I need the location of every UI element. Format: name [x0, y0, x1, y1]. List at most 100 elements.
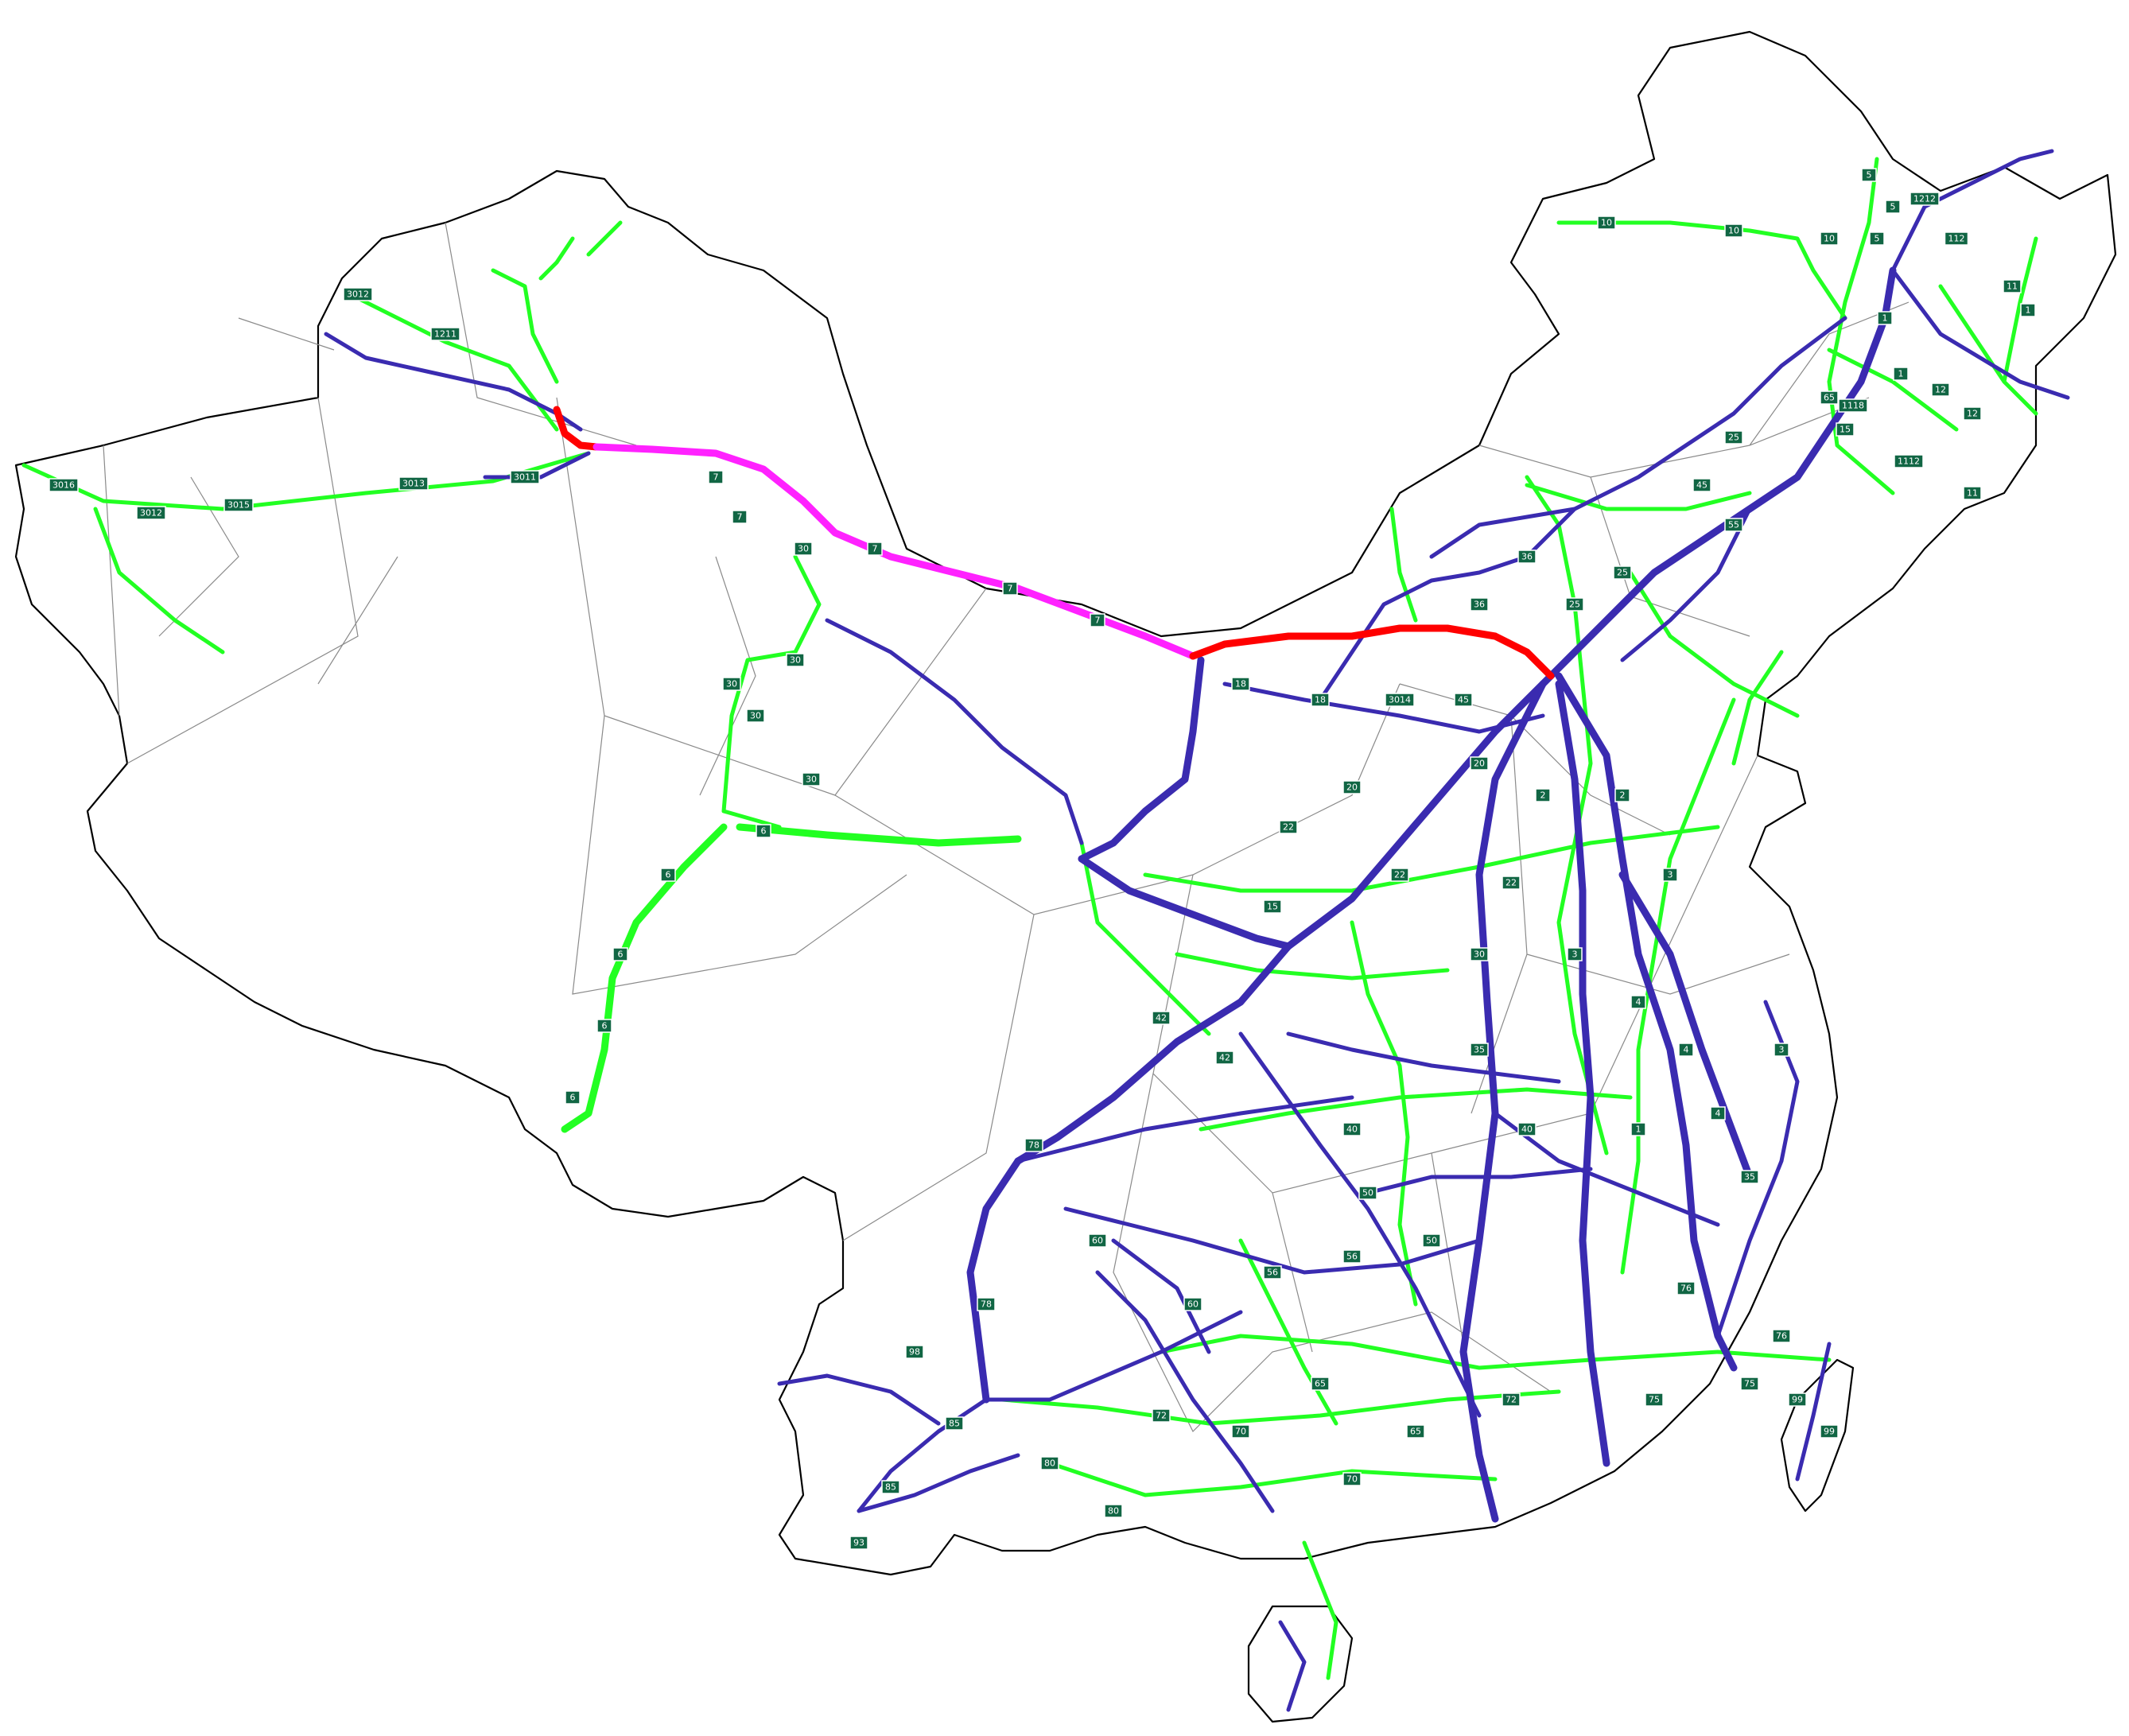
route-shield: 20: [1470, 756, 1489, 771]
route-shield-box: [802, 772, 821, 786]
route-shield-box: [1885, 200, 1901, 214]
route-shield-box: [1406, 1424, 1425, 1439]
route-shield-box: [1342, 780, 1362, 794]
route-shield: 6: [565, 1090, 581, 1105]
route-number: 5: [1867, 170, 1872, 181]
route-shield-box: [1963, 406, 1982, 421]
route-shield: 78: [1024, 1138, 1043, 1152]
route-shield: 3011: [510, 470, 540, 484]
route-number: 65: [1315, 1379, 1326, 1389]
route-shield-box: [430, 327, 460, 341]
route-shield: 5: [1885, 200, 1901, 214]
route-number: 18: [1315, 695, 1326, 705]
route-number: 1211: [434, 329, 456, 340]
route-number: 10: [1728, 226, 1739, 236]
route-number: 5: [1890, 202, 1896, 212]
route-number: 42: [1219, 1053, 1230, 1063]
route-shield-box: [1535, 788, 1551, 802]
route-shield: 1112: [1894, 454, 1924, 468]
route-number: 10: [1824, 234, 1835, 244]
route-number: 36: [1521, 552, 1533, 562]
route-shield: 25: [1565, 597, 1584, 612]
route-shield: 18: [1311, 693, 1330, 707]
route-number: 42: [1156, 1013, 1167, 1023]
route-shield-box: [1470, 1043, 1489, 1057]
route-number: 40: [1521, 1124, 1533, 1135]
route-number: 6: [666, 870, 671, 880]
route-shield: 85: [945, 1416, 964, 1431]
route-shield-box: [1215, 1051, 1234, 1065]
route-shield-box: [849, 1536, 868, 1550]
route-shield-box: [1567, 947, 1583, 961]
route-shield: 6: [612, 947, 628, 961]
route-number: 99: [1792, 1395, 1803, 1405]
route-number: 4: [1684, 1045, 1689, 1055]
route-number: 1: [1636, 1124, 1641, 1135]
route-shield: 22: [1390, 868, 1409, 882]
route-shield-box: [1662, 868, 1678, 882]
route-shield: 45: [1692, 478, 1711, 492]
route-shield-box: [945, 1416, 964, 1431]
route-number: 11: [2007, 282, 2018, 292]
route-shield-box: [905, 1345, 924, 1359]
route-number: 15: [1267, 902, 1278, 912]
route-shield: 1118: [1838, 398, 1868, 413]
route-number: 18: [1235, 679, 1246, 689]
blue-expressway-network: [324, 149, 2070, 1712]
route-shield: 50: [1358, 1186, 1377, 1200]
route-number: 80: [1044, 1458, 1055, 1469]
route-shield-box: [1454, 693, 1473, 707]
route-shield-box: [977, 1297, 996, 1311]
route-shield-box: [1836, 422, 1855, 437]
route-shield-box: [136, 506, 166, 520]
route-shield-box: [596, 1019, 612, 1033]
route-number: 98: [909, 1347, 920, 1357]
route-number: 10: [1601, 218, 1612, 228]
route-shield-box: [1231, 1424, 1250, 1439]
route-number: 76: [1776, 1331, 1787, 1342]
route-shield-box: [708, 470, 724, 484]
route-shield-box: [1597, 216, 1616, 230]
route-number: 72: [1156, 1411, 1167, 1421]
route-number: 72: [1505, 1395, 1517, 1405]
route-number: 22: [1394, 870, 1405, 880]
route-number: 78: [981, 1299, 992, 1310]
route-shield: 7: [1002, 581, 1018, 596]
route-shield: 78: [977, 1297, 996, 1311]
route-shield: 60: [1088, 1233, 1107, 1248]
route-number: 3013: [402, 479, 425, 489]
route-number: 35: [1474, 1045, 1485, 1055]
route-number: 70: [1235, 1427, 1246, 1437]
route-shield: 30: [794, 542, 813, 556]
route-number: 45: [1696, 480, 1707, 491]
route-shield: 30: [802, 772, 821, 786]
route-shield-layer: 1010101111111525455565121215553030303030…: [49, 168, 2036, 1550]
route-shield: 76: [1676, 1281, 1696, 1295]
route-shield: 35: [1470, 1043, 1489, 1057]
route-shield: 10: [1724, 223, 1743, 238]
route-shield-box: [1342, 1122, 1362, 1136]
route-shield-box: [1710, 1106, 1726, 1120]
route-shield: 1: [1630, 1122, 1646, 1136]
route-shield: 3012: [343, 287, 373, 301]
route-number: 20: [1474, 759, 1485, 769]
route-shield-box: [1263, 1265, 1282, 1280]
route-number: 50: [1426, 1236, 1437, 1246]
route-shield: 65: [1820, 390, 1839, 405]
route-shield-box: [1614, 788, 1630, 802]
route-shield-box: [794, 542, 813, 556]
route-shield: 72: [1152, 1408, 1171, 1423]
route-shield: 70: [1231, 1424, 1250, 1439]
route-shield-box: [1630, 995, 1646, 1009]
route-shield-box: [1502, 1392, 1521, 1407]
route-shield-box: [1678, 1043, 1694, 1057]
route-shield-box: [1342, 1249, 1362, 1264]
route-shield-box: [1613, 565, 1632, 580]
route-number: 25: [1728, 433, 1739, 443]
route-number: 70: [1346, 1474, 1358, 1485]
route-shield-box: [867, 542, 883, 556]
route-number: 12: [1935, 385, 1946, 395]
route-number: 40: [1346, 1124, 1358, 1135]
route-number: 78: [1028, 1140, 1039, 1151]
route-shield: 30: [786, 653, 805, 667]
